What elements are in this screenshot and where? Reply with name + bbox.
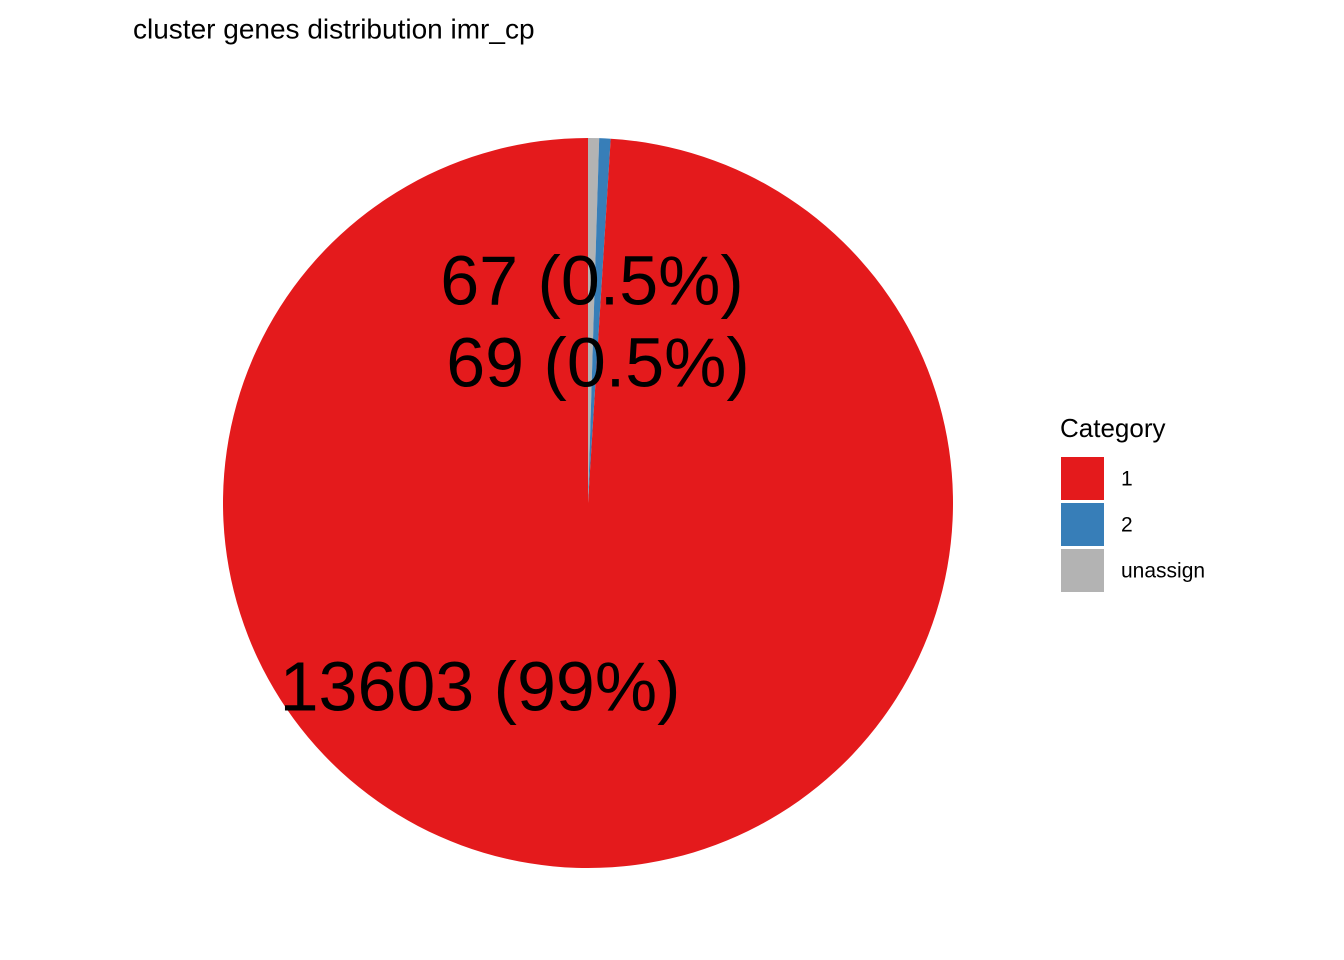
chart-title: cluster genes distribution imr_cp <box>133 13 535 44</box>
slice-labels: 13603 (99%) 69 (0.5%)67 (0.5%) <box>280 241 750 725</box>
legend-label: unassign <box>1121 560 1205 583</box>
legend-label: 2 <box>1121 514 1133 537</box>
legend-swatch <box>1061 503 1104 546</box>
slice-label: 13603 (99%) <box>280 647 681 725</box>
legend-title: Category <box>1060 413 1166 443</box>
slice-label: 67 (0.5%) <box>440 241 743 319</box>
legend-swatch <box>1061 549 1104 592</box>
legend-label: 1 <box>1121 468 1133 491</box>
legend-swatch <box>1061 457 1104 500</box>
pie-slice <box>588 138 600 503</box>
legend: 1 2 unassign <box>1061 457 1205 592</box>
pie <box>223 138 953 868</box>
pie-slice <box>223 138 953 868</box>
slice-label: 69 (0.5%) <box>446 323 749 401</box>
pie-slice <box>588 138 611 503</box>
